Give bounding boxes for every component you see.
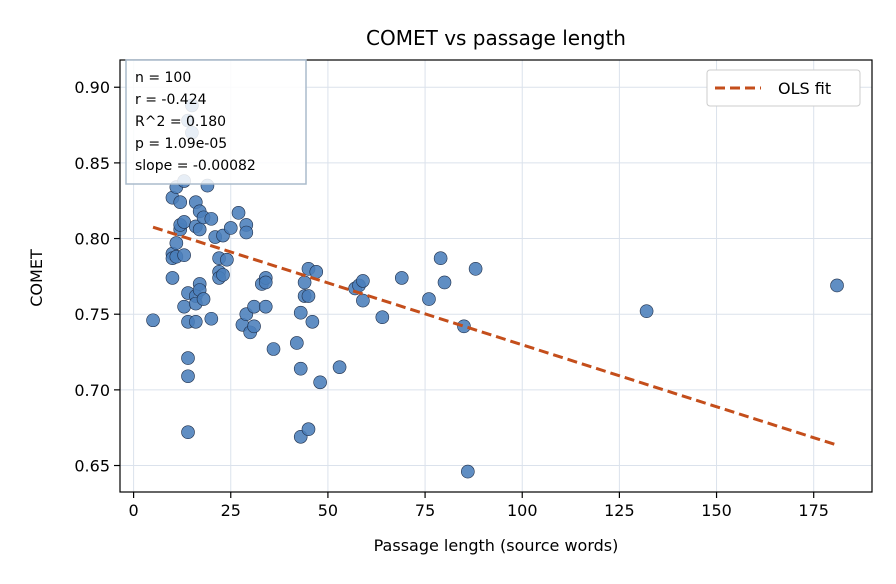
data-point bbox=[196, 292, 211, 306]
data-point bbox=[231, 206, 246, 220]
data-point bbox=[356, 293, 370, 308]
x-tick-label: 25 bbox=[221, 501, 241, 520]
data-point bbox=[177, 299, 191, 314]
data-point bbox=[461, 464, 475, 479]
data-point bbox=[204, 212, 219, 226]
data-point bbox=[247, 319, 261, 334]
x-tick-label: 100 bbox=[507, 501, 538, 520]
x-axis-label: Passage length (source words) bbox=[374, 536, 619, 555]
y-tick-label: 0.70 bbox=[74, 381, 110, 400]
data-point bbox=[266, 342, 281, 356]
y-tick-label: 0.90 bbox=[74, 78, 110, 97]
data-point bbox=[332, 360, 347, 374]
x-axis-ticks: 0 25 50 75 100 125 150 175 bbox=[129, 492, 829, 520]
y-tick-label: 0.75 bbox=[74, 305, 110, 324]
data-point bbox=[177, 215, 191, 229]
y-tick-label: 0.85 bbox=[74, 154, 110, 173]
stats-p: p = 1.09e-05 bbox=[135, 136, 227, 152]
x-tick-label: 50 bbox=[318, 501, 338, 520]
stats-r-squared: R^2 = 0.180 bbox=[135, 114, 226, 130]
stats-box: n = 100 r = -0.424 R^2 = 0.180 p = 1.09e… bbox=[125, 59, 307, 185]
stats-r: r = -0.424 bbox=[135, 92, 207, 108]
data-point bbox=[223, 221, 238, 235]
data-point bbox=[394, 271, 409, 285]
stats-box-frame bbox=[125, 59, 307, 185]
y-axis-label: COMET bbox=[27, 249, 46, 307]
data-point bbox=[188, 314, 203, 329]
data-point bbox=[297, 275, 312, 290]
data-point bbox=[204, 311, 219, 326]
data-point bbox=[293, 305, 308, 320]
data-point bbox=[290, 336, 304, 350]
data-point bbox=[169, 236, 184, 250]
data-point bbox=[165, 271, 180, 285]
legend-fit-label: OLS fit bbox=[778, 79, 831, 98]
chart-title: COMET vs passage length bbox=[366, 26, 626, 50]
data-point bbox=[313, 375, 327, 390]
data-point bbox=[192, 222, 207, 237]
data-point bbox=[305, 314, 320, 329]
data-point bbox=[181, 351, 195, 365]
grid-lines bbox=[120, 60, 872, 492]
x-tick-label: 150 bbox=[701, 501, 732, 520]
data-point bbox=[375, 310, 390, 325]
data-point bbox=[301, 422, 316, 437]
y-tick-label: 0.65 bbox=[74, 457, 110, 476]
y-axis-ticks: 0.65 0.70 0.75 0.80 0.85 0.90 bbox=[74, 78, 120, 476]
data-point bbox=[258, 299, 273, 314]
data-point bbox=[247, 299, 261, 314]
data-point bbox=[146, 313, 160, 328]
data-point bbox=[468, 262, 483, 276]
x-tick-label: 175 bbox=[798, 501, 829, 520]
legend-frame bbox=[706, 69, 861, 107]
data-point bbox=[177, 248, 191, 262]
data-point bbox=[830, 278, 844, 293]
data-point bbox=[220, 252, 234, 267]
data-point bbox=[639, 304, 654, 318]
data-point bbox=[457, 319, 471, 334]
data-point bbox=[356, 274, 370, 288]
data-point bbox=[301, 289, 316, 303]
stats-n: n = 100 bbox=[135, 70, 191, 86]
x-tick-label: 75 bbox=[415, 501, 435, 520]
plot-frame bbox=[119, 59, 873, 493]
data-point bbox=[173, 195, 188, 210]
x-tick-label: 125 bbox=[604, 501, 635, 520]
data-point bbox=[216, 268, 230, 282]
data-point bbox=[239, 225, 254, 240]
x-tick-label: 0 bbox=[129, 501, 139, 520]
legend: OLS fit bbox=[706, 69, 861, 107]
data-point bbox=[422, 292, 436, 306]
data-point bbox=[181, 369, 195, 384]
data-point bbox=[293, 361, 308, 376]
y-tick-label: 0.80 bbox=[74, 230, 110, 249]
data-point bbox=[258, 275, 273, 290]
data-point bbox=[181, 425, 195, 440]
stats-slope: slope = -0.00082 bbox=[135, 158, 256, 174]
data-point bbox=[433, 251, 448, 266]
data-point bbox=[437, 275, 452, 290]
